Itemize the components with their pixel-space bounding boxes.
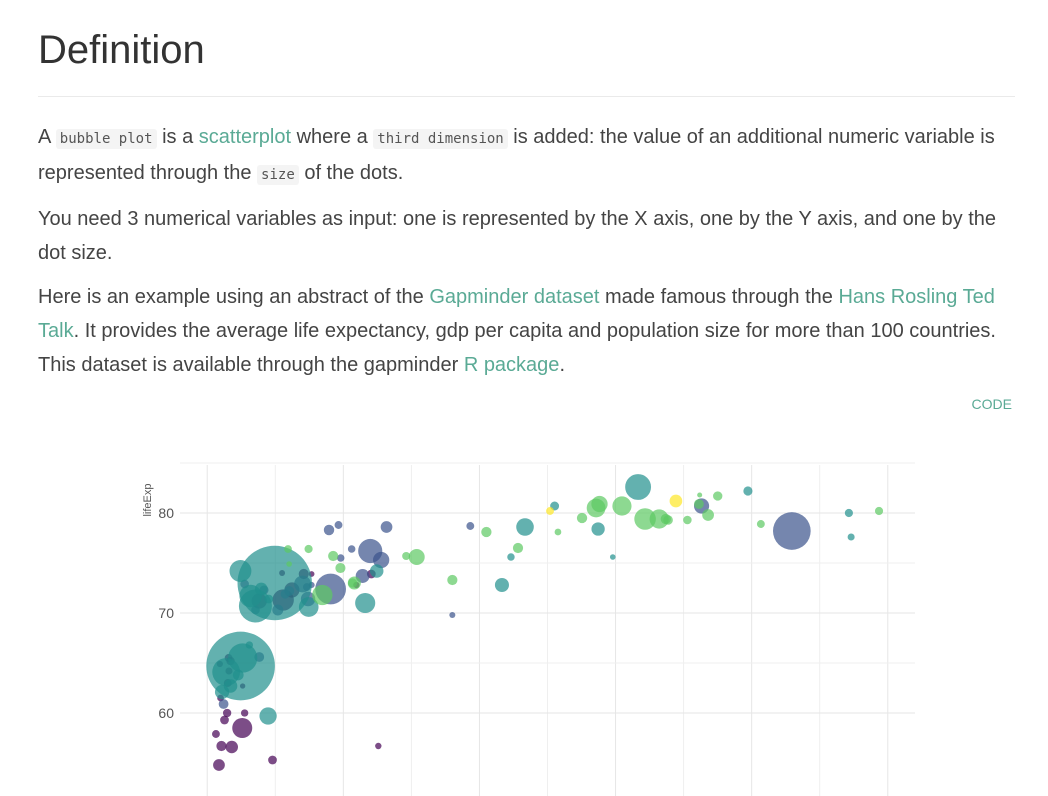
bubble (375, 742, 382, 750)
bubble (612, 496, 632, 516)
bubble (649, 509, 669, 529)
article-body: A bubble plot is a scatterplot where a t… (38, 120, 1013, 392)
bubble (347, 578, 358, 588)
bubble (212, 730, 220, 738)
bubble (369, 564, 384, 578)
bubble (373, 551, 390, 569)
bubble (264, 594, 274, 604)
page-title: Definition (38, 28, 205, 72)
bubble (229, 560, 252, 582)
bubble (466, 522, 475, 530)
text: . It provides the average life expectanc… (38, 320, 996, 376)
bubble (268, 755, 277, 765)
bubble (254, 582, 268, 596)
text: Here is an example using an abstract of … (38, 286, 430, 308)
bubble (240, 709, 249, 717)
inline-code: size (257, 165, 299, 185)
bubble (713, 491, 723, 501)
inline-code: third dimension (373, 129, 508, 149)
bubble (591, 522, 605, 536)
link[interactable]: Hans Rosling Ted Talk (38, 286, 995, 342)
text: made famous through the (599, 286, 839, 308)
bubble (449, 611, 456, 619)
bubble (222, 708, 232, 718)
bubble (844, 508, 853, 518)
bubble (225, 740, 238, 754)
bubble (874, 506, 884, 516)
text: is added: the value of an additional num… (38, 126, 995, 184)
bubble (232, 669, 244, 681)
bubble (245, 641, 254, 649)
bubble (232, 718, 253, 738)
bubble (481, 526, 492, 538)
paragraph: Here is an example using an abstract of … (38, 280, 1013, 382)
bubble (218, 699, 229, 709)
bubble (743, 486, 753, 496)
inline-code: bubble plot (55, 129, 157, 149)
bubble (402, 551, 411, 561)
bubble (683, 515, 692, 525)
y-tick-label: 80 (158, 505, 174, 521)
bubble (323, 524, 335, 536)
bubble (286, 561, 292, 567)
bubble (212, 658, 241, 686)
y-tick-label: 70 (158, 605, 174, 621)
bubble (494, 577, 509, 593)
bubble (516, 518, 534, 536)
bubble (216, 740, 227, 752)
text: where a (291, 126, 374, 148)
bubble (220, 715, 229, 725)
bubble (259, 707, 277, 725)
paragraph: You need 3 numerical variables as input:… (38, 202, 1013, 270)
bubble (663, 515, 673, 525)
bubble (697, 492, 703, 498)
bubble (328, 550, 339, 562)
bubble (284, 545, 292, 553)
bubble (335, 562, 346, 574)
bubble (609, 554, 616, 560)
bubble (304, 544, 313, 554)
paragraph: A bubble plot is a scatterplot where a t… (38, 120, 1013, 192)
code-button[interactable]: CODE (971, 396, 1012, 412)
bubble (347, 545, 356, 553)
bubble (625, 474, 652, 500)
text: of the dots. (298, 162, 404, 184)
bubble (702, 509, 714, 521)
bubble (507, 553, 515, 561)
bubble (512, 542, 524, 554)
bubble (591, 495, 608, 513)
link[interactable]: R package (463, 354, 560, 376)
text: . (559, 354, 565, 376)
bubble (554, 528, 562, 536)
text: is a (156, 126, 199, 148)
y-tick-label: 60 (158, 705, 174, 721)
bubble (298, 597, 319, 617)
bubble (214, 684, 230, 700)
link[interactable]: scatterplot (198, 126, 292, 148)
bubble (213, 759, 225, 771)
bubble (447, 574, 458, 586)
bubble (576, 512, 588, 524)
bubble (773, 512, 811, 550)
bubble (756, 520, 765, 528)
divider (38, 96, 1015, 97)
bubble (669, 494, 683, 508)
bubble (546, 507, 554, 515)
text: You need 3 numerical variables as input:… (38, 208, 997, 264)
bubble (380, 521, 393, 533)
link[interactable]: Gapminder dataset (429, 286, 600, 308)
bubble (408, 548, 425, 566)
bubble (336, 554, 345, 562)
bubble (334, 521, 343, 529)
bubble (312, 584, 333, 606)
bubble (634, 508, 656, 530)
text: A (38, 126, 56, 148)
chart: 60 70 80 lifeExp (142, 462, 915, 796)
bubble (694, 499, 704, 509)
bubble (847, 533, 855, 541)
y-axis-label: lifeExp (142, 483, 154, 516)
bubble (355, 592, 376, 614)
